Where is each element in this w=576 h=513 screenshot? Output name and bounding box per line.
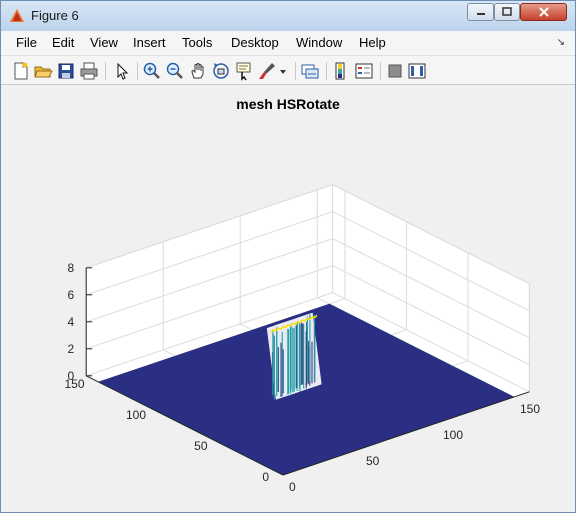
close-button[interactable]: [520, 3, 567, 21]
select-arrow-icon[interactable]: [112, 61, 132, 81]
zoom-in-icon[interactable]: [142, 61, 162, 81]
matlab-figure-icon: [10, 9, 24, 22]
y-axis-line: [85, 375, 284, 476]
menu-view[interactable]: View: [90, 35, 118, 50]
link-plot-icon[interactable]: [300, 61, 320, 81]
grid-line-z: [86, 211, 333, 296]
z-tick-label: 0: [68, 369, 75, 383]
new-figure-icon[interactable]: [11, 61, 31, 81]
save-icon[interactable]: [56, 61, 76, 81]
x-axis-line: [282, 391, 530, 476]
x-tick-label: 0: [289, 480, 296, 494]
insert-colorbar-icon[interactable]: [331, 61, 351, 81]
brush-dropdown-icon[interactable]: [277, 61, 289, 81]
grid-line-z: [332, 265, 530, 366]
y-tick-label: 150: [64, 377, 84, 391]
insert-legend-icon[interactable]: [354, 61, 374, 81]
pan-hand-icon[interactable]: [188, 61, 208, 81]
grid-edge: [332, 184, 530, 285]
x-tick-label: 100: [443, 428, 463, 442]
x-tick-label: 150: [520, 402, 540, 416]
grid-line-z: [86, 238, 333, 323]
menu-insert[interactable]: Insert: [133, 35, 166, 50]
menu-help[interactable]: Help: [359, 35, 386, 50]
print-icon[interactable]: [79, 61, 99, 81]
menu-tools[interactable]: Tools: [182, 35, 213, 50]
grid-line-z: [332, 238, 530, 339]
menu-window[interactable]: Window: [296, 35, 343, 50]
y-tick-label: 50: [194, 439, 208, 453]
brush-icon[interactable]: [257, 61, 277, 81]
figure-toolbar: [1, 55, 575, 85]
menu-file[interactable]: File: [16, 35, 37, 50]
grid-line-z: [332, 211, 530, 312]
x-tick-label: 50: [366, 454, 380, 468]
menu-bar: File Edit View Insert Tools Desktop Wind…: [1, 31, 575, 55]
data-cursor-icon[interactable]: [234, 61, 254, 81]
rotate-3d-icon[interactable]: [211, 61, 231, 81]
show-plot-tools-icon[interactable]: [407, 61, 427, 81]
maximize-button[interactable]: [494, 3, 520, 21]
window-title: Figure 6: [31, 8, 79, 23]
z-tick-label: 2: [68, 342, 75, 356]
mesh-peak-crest: [270, 314, 318, 333]
menu-dock-arrow-icon[interactable]: ↘: [556, 37, 565, 48]
maximize-icon: [502, 7, 512, 16]
menu-edit[interactable]: Edit: [52, 35, 75, 50]
grid-line-z: [86, 265, 333, 350]
hide-plot-tools-icon[interactable]: [385, 61, 405, 81]
y-tick-label: 100: [126, 408, 146, 422]
mesh-spikes: [266, 312, 322, 400]
minimize-button[interactable]: [467, 3, 494, 21]
minimize-icon: [476, 13, 485, 15]
grid-line-z: [332, 292, 530, 393]
open-file-icon[interactable]: [33, 61, 53, 81]
z-tick-label: 4: [68, 315, 75, 329]
z-tick-label: 6: [68, 288, 75, 302]
z-tick-label: 8: [68, 261, 75, 275]
title-bar[interactable]: Figure 6: [1, 1, 575, 31]
grid-edge: [86, 184, 333, 269]
grid-line-z: [86, 292, 333, 377]
y-tick-label: 0: [262, 470, 269, 484]
zoom-out-icon[interactable]: [165, 61, 185, 81]
menu-desktop[interactable]: Desktop: [231, 35, 279, 50]
close-icon: [538, 7, 549, 17]
plot-title: mesh HSRotate: [236, 96, 340, 112]
